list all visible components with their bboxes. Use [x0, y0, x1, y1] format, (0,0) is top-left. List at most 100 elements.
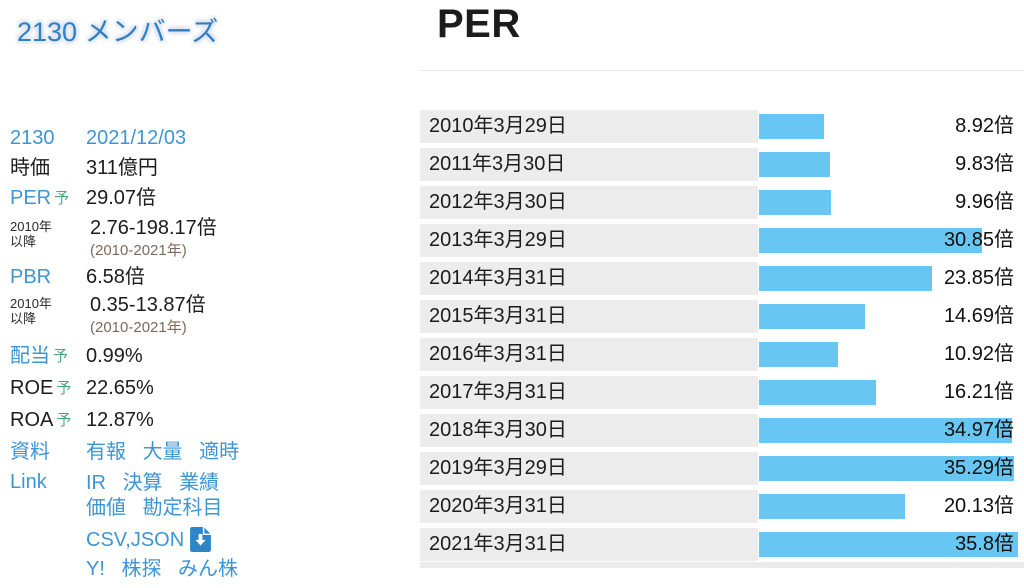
- bar-track: 9.96倍: [758, 186, 1017, 219]
- dividend-link[interactable]: 配当: [10, 345, 50, 367]
- per-row: PER 予 29.07倍: [10, 187, 410, 211]
- roe-row: ROE 予 22.65%: [10, 377, 410, 401]
- as-of-date-link[interactable]: 2021/12/03: [86, 127, 187, 149]
- value-label: 23.85倍: [943, 267, 1014, 289]
- per-bar: [759, 304, 866, 329]
- market-cap-label: 時価: [10, 157, 50, 179]
- per-bar: [759, 456, 1015, 481]
- documents-row: 資料 有報 大量 適時: [10, 441, 410, 463]
- link-kachi[interactable]: 価値: [86, 497, 126, 519]
- doc-link-tairyo[interactable]: 大量: [142, 441, 183, 463]
- link-ir[interactable]: IR: [86, 472, 106, 494]
- chart-row: 2017年3月31日 16.21倍: [420, 376, 1024, 409]
- title-divider: [420, 70, 1024, 71]
- roa-label: ROA: [10, 409, 54, 431]
- date-label: 2020年3月31日: [420, 490, 758, 523]
- pbr-range-value: 0.35-13.87倍: [90, 294, 206, 316]
- value-label: 9.96倍: [955, 191, 1014, 213]
- date-label: 2021年3月31日: [420, 528, 758, 561]
- chart-row: 2013年3月29日 30.85倍: [420, 224, 1024, 257]
- next-row-partial: [420, 562, 1024, 568]
- link-kanjokamoku[interactable]: 勘定科目: [142, 497, 223, 519]
- per-bar: [759, 266, 932, 291]
- doc-link-yuho[interactable]: 有報: [86, 441, 126, 463]
- per-range-note: (2010-2021年): [90, 242, 187, 259]
- value-label: 16.21倍: [943, 381, 1014, 403]
- date-label: 2010年3月29日: [420, 110, 758, 143]
- documents-label: 資料: [10, 441, 50, 463]
- download-file-icon[interactable]: [190, 527, 212, 552]
- link-kabutan[interactable]: 株探: [121, 558, 162, 580]
- date-label: 2011年3月30日: [420, 148, 758, 181]
- value-label: 35.8倍: [955, 533, 1014, 555]
- per-range-row: 2010年 以降 2.76-198.17倍 (2010-2021年): [10, 217, 410, 260]
- bar-track: 35.29倍: [758, 452, 1017, 485]
- page-title: 2130 メンバーズ: [17, 17, 219, 47]
- date-label: 2014年3月31日: [420, 262, 758, 295]
- chart-row: 2015年3月31日 14.69倍: [420, 300, 1024, 333]
- pbr-range-row: 2010年 以降 0.35-13.87倍 (2010-2021年): [10, 294, 410, 337]
- link-kessan[interactable]: 決算: [122, 472, 163, 494]
- value-label: 20.13倍: [943, 495, 1014, 517]
- per-bar: [759, 114, 824, 139]
- chart-row: 2020年3月31日 20.13倍: [420, 490, 1024, 523]
- per-bar: [759, 532, 1018, 557]
- link-gyoseki[interactable]: 業績: [179, 472, 220, 494]
- link-label: Link: [10, 471, 47, 493]
- per-bar: [759, 190, 832, 215]
- dividend-value: 0.99%: [86, 345, 143, 367]
- doc-link-tekiji[interactable]: 適時: [199, 441, 240, 463]
- roe-label: ROE: [10, 377, 54, 399]
- date-label: 2018年3月30日: [420, 414, 758, 447]
- per-bar: [759, 494, 905, 519]
- value-label: 35.29倍: [943, 457, 1014, 479]
- forecast-mark: 予: [53, 348, 69, 365]
- chart-row: 2011年3月30日 9.83倍: [420, 148, 1024, 181]
- per-range-label: 2010年 以降: [10, 219, 52, 249]
- per-bar: [759, 152, 831, 177]
- bar-track: 8.92倍: [758, 110, 1017, 143]
- value-label: 14.69倍: [943, 305, 1014, 327]
- pbr-row: PBR 6.58倍: [10, 266, 410, 288]
- value-label: 10.92倍: [943, 343, 1014, 365]
- main-panel: PER 2010年3月29日 8.92倍 2011年3月30日 9.83倍 20…: [420, 0, 1024, 568]
- pbr-range-label: 2010年 以降: [10, 296, 52, 326]
- section-title: PER: [437, 2, 521, 46]
- date-label: 2013年3月29日: [420, 224, 758, 257]
- chart-row: 2021年3月31日 35.8倍: [420, 528, 1024, 561]
- bar-track: 10.92倍: [758, 338, 1017, 371]
- bar-track: 34.97倍: [758, 414, 1017, 447]
- stock-code-link[interactable]: 2130: [10, 127, 55, 149]
- chart-row: 2018年3月30日 34.97倍: [420, 414, 1024, 447]
- per-range-value: 2.76-198.17倍: [90, 217, 217, 239]
- market-cap-row: 時価 311億円: [10, 157, 410, 179]
- pbr-link[interactable]: PBR: [10, 266, 52, 288]
- value-label: 34.97倍: [943, 419, 1014, 441]
- value-label: 30.85倍: [943, 229, 1014, 251]
- chart-row: 2014年3月31日 23.85倍: [420, 262, 1024, 295]
- market-cap-value: 311億円: [86, 157, 158, 179]
- date-label: 2019年3月29日: [420, 452, 758, 485]
- pbr-range-note: (2010-2021年): [90, 319, 187, 336]
- link-minkabu[interactable]: みん株: [178, 558, 239, 580]
- per-link[interactable]: PER: [10, 187, 52, 209]
- date-label: 2012年3月30日: [420, 186, 758, 219]
- sidebar: 2130 メンバーズ 2130 2021/12/03 時価 311億円 PER 予…: [0, 0, 420, 580]
- chart-row: 2019年3月29日 35.29倍: [420, 452, 1024, 485]
- roa-value: 12.87%: [86, 409, 154, 431]
- pbr-value: 6.58倍: [86, 266, 145, 288]
- bar-track: 20.13倍: [758, 490, 1017, 523]
- per-bar: [759, 228, 983, 253]
- bar-track: 30.85倍: [758, 224, 1017, 257]
- bar-track: 35.8倍: [758, 528, 1018, 561]
- forecast-mark: 予: [56, 412, 72, 429]
- roe-value: 22.65%: [86, 377, 154, 399]
- per-bar: [759, 342, 838, 367]
- chart-row: 2010年3月29日 8.92倍: [420, 110, 1024, 143]
- bar-track: 9.83倍: [758, 148, 1017, 181]
- per-bar: [759, 380, 877, 405]
- link-yahoo[interactable]: Y!: [86, 558, 105, 580]
- csv-json-link[interactable]: CSV,JSON: [86, 529, 185, 551]
- link-row: Link IR 決算 業績 価値 勘定科目: [10, 471, 410, 521]
- forecast-mark: 予: [56, 380, 72, 397]
